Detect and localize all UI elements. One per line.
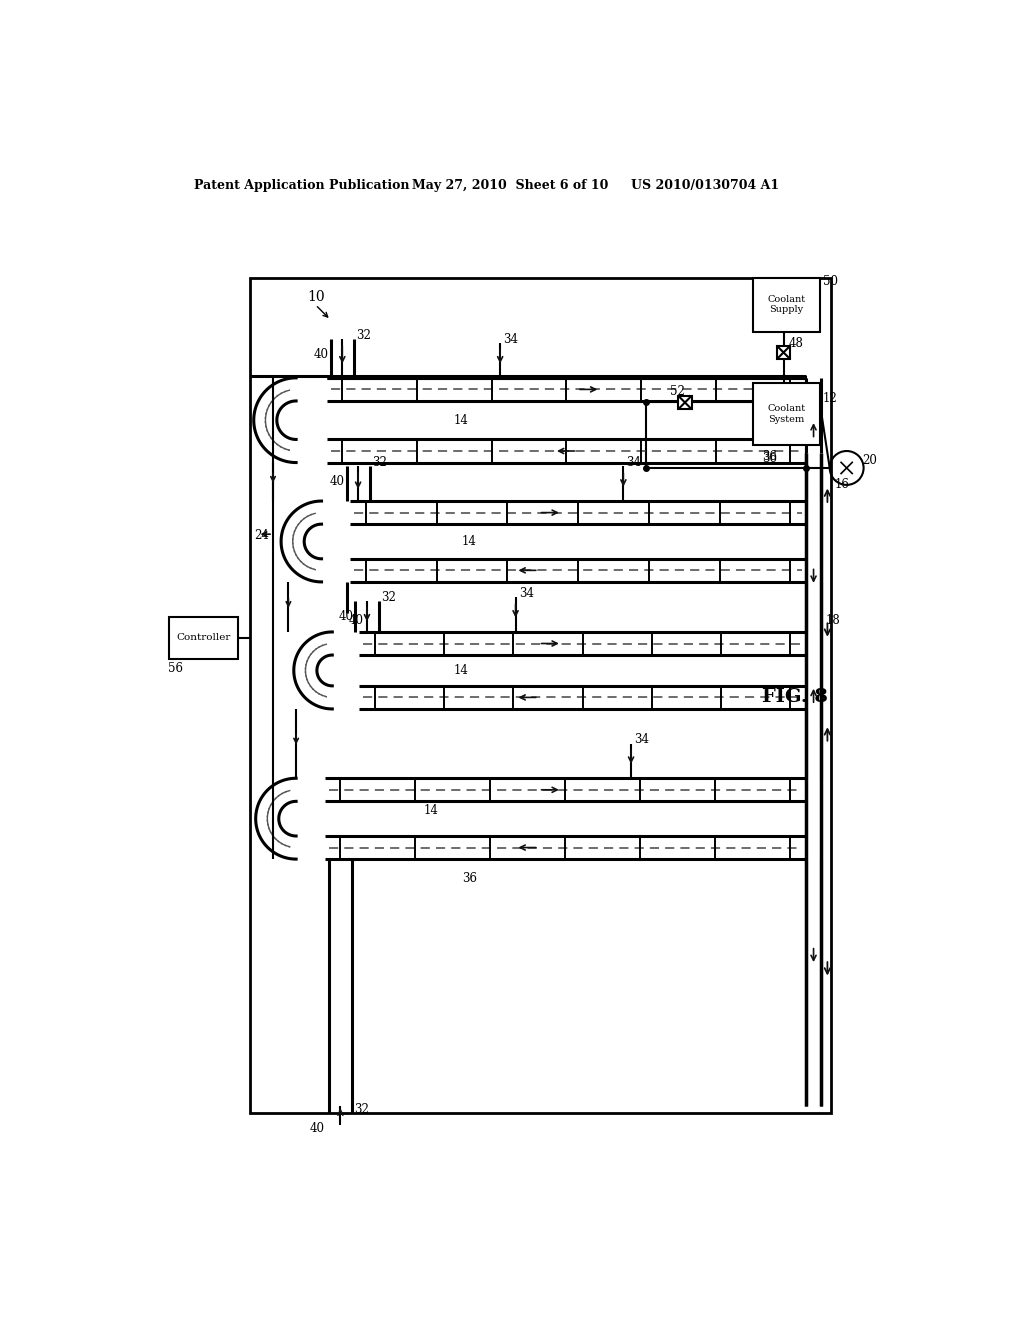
Text: Controller: Controller bbox=[176, 634, 230, 643]
Text: 50: 50 bbox=[823, 275, 838, 288]
Text: 40: 40 bbox=[349, 614, 364, 627]
Text: 34: 34 bbox=[503, 333, 518, 346]
Text: 32: 32 bbox=[356, 329, 371, 342]
Text: Patent Application Publication: Patent Application Publication bbox=[194, 178, 410, 191]
Text: 36: 36 bbox=[762, 453, 777, 465]
Text: 32: 32 bbox=[372, 455, 387, 469]
Text: 40: 40 bbox=[330, 475, 345, 488]
Text: FIG. 8: FIG. 8 bbox=[762, 689, 827, 706]
Text: 52: 52 bbox=[670, 385, 684, 399]
Text: Coolant
System: Coolant System bbox=[767, 404, 805, 424]
Bar bbox=[776, 346, 791, 359]
Bar bbox=[678, 396, 692, 409]
Text: 34: 34 bbox=[518, 587, 534, 601]
Text: 36: 36 bbox=[762, 450, 777, 463]
Text: 20: 20 bbox=[862, 454, 877, 467]
Text: 40: 40 bbox=[309, 1122, 325, 1135]
Text: May 27, 2010  Sheet 6 of 10: May 27, 2010 Sheet 6 of 10 bbox=[412, 178, 608, 191]
Text: 14: 14 bbox=[454, 413, 469, 426]
Text: 36: 36 bbox=[462, 871, 476, 884]
Text: Coolant
Supply: Coolant Supply bbox=[767, 294, 805, 314]
Bar bbox=[753, 383, 819, 445]
Text: 24: 24 bbox=[254, 529, 268, 543]
Text: 12: 12 bbox=[823, 392, 838, 405]
Text: 14: 14 bbox=[462, 535, 476, 548]
Text: US 2010/0130704 A1: US 2010/0130704 A1 bbox=[631, 178, 779, 191]
Text: 40: 40 bbox=[313, 348, 329, 362]
Text: 18: 18 bbox=[826, 614, 841, 627]
Text: 10: 10 bbox=[307, 290, 326, 304]
Bar bbox=[753, 277, 819, 331]
Text: 48: 48 bbox=[788, 337, 803, 350]
Text: 34: 34 bbox=[634, 733, 649, 746]
Bar bbox=[169, 616, 239, 659]
Bar bbox=[250, 277, 831, 1113]
Text: 14: 14 bbox=[454, 664, 469, 677]
Text: 16: 16 bbox=[836, 478, 850, 491]
Text: 32: 32 bbox=[381, 591, 395, 603]
Text: 56: 56 bbox=[168, 661, 182, 675]
Text: 32: 32 bbox=[354, 1102, 369, 1115]
Text: 14: 14 bbox=[423, 804, 438, 817]
Text: 40: 40 bbox=[339, 610, 353, 623]
Text: 34: 34 bbox=[627, 455, 641, 469]
